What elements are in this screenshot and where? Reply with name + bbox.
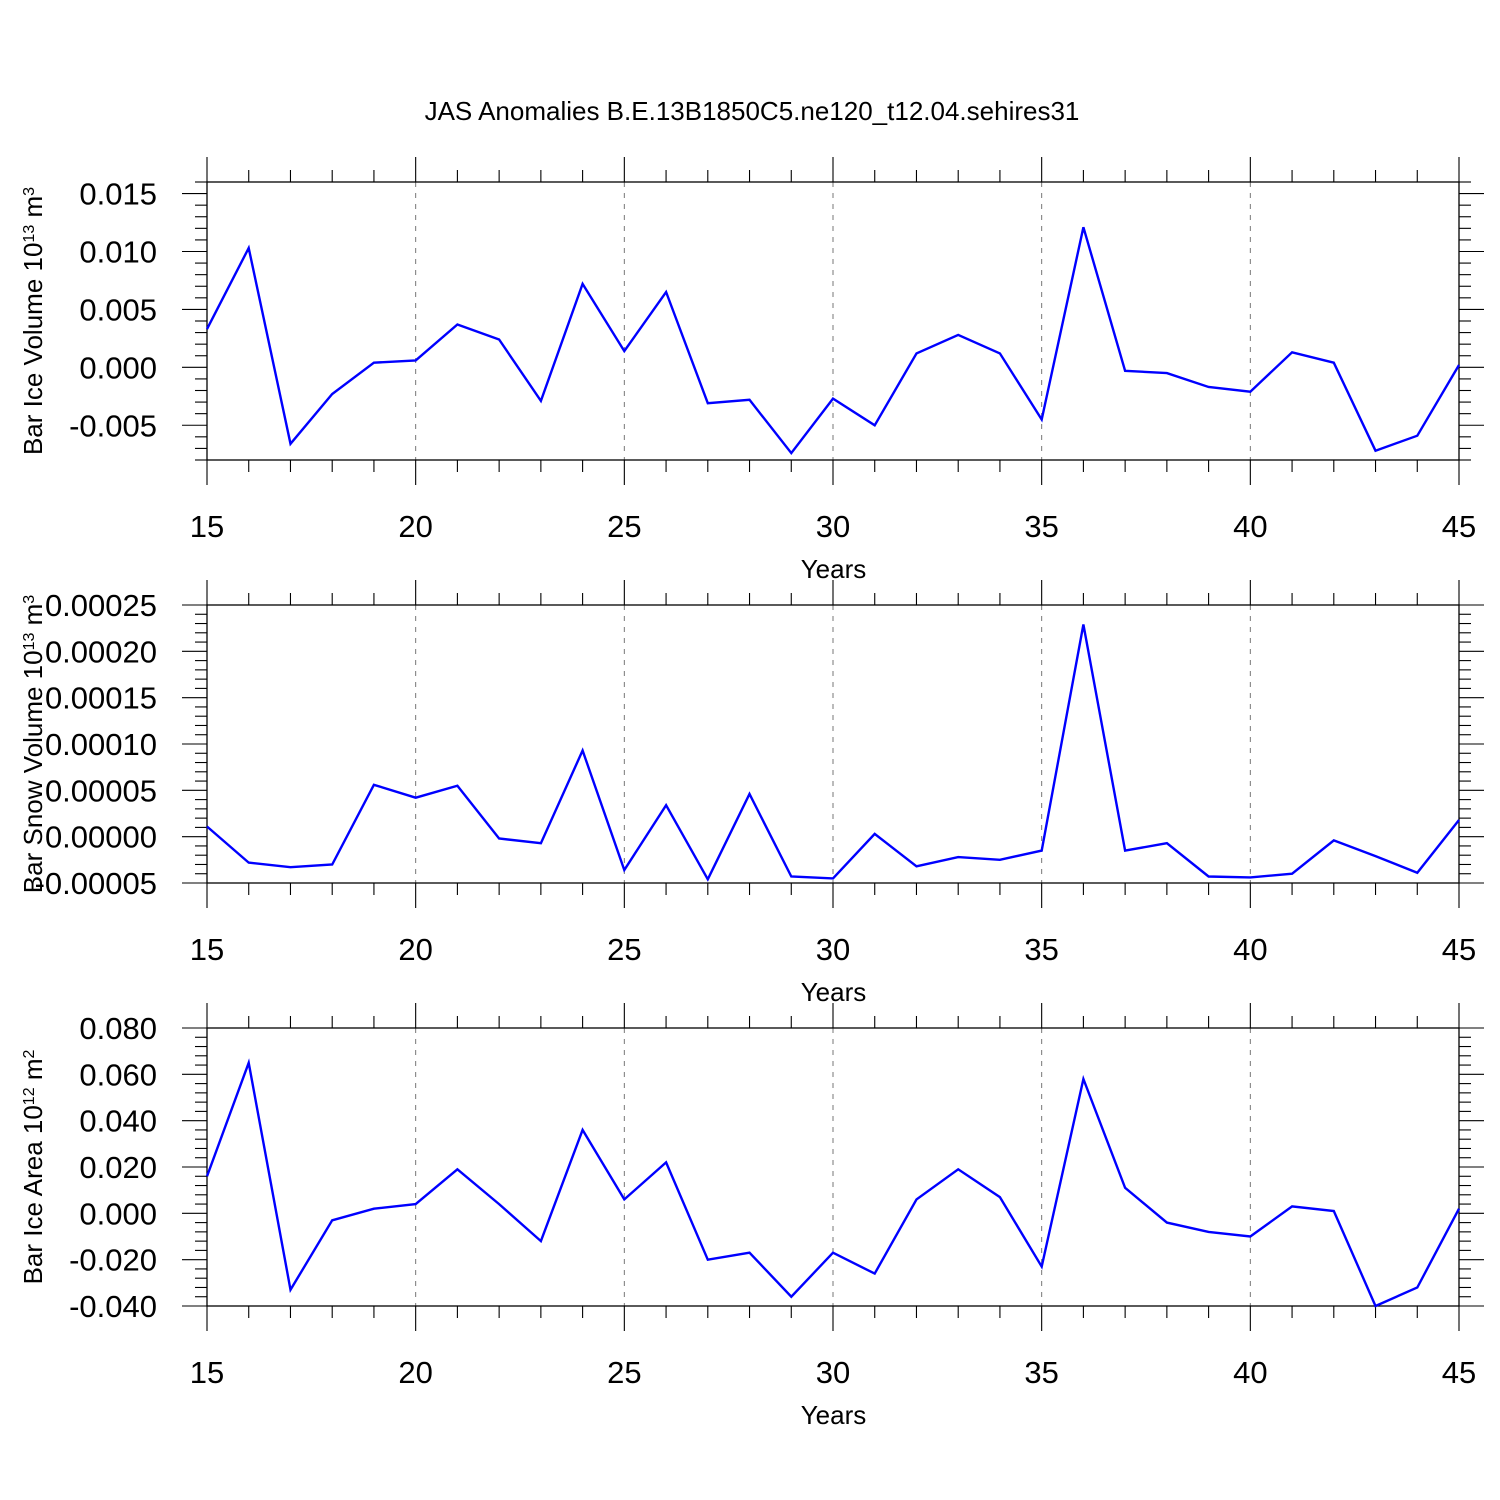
x-tick-label: 30 [816,1355,850,1390]
x-tick-label: 15 [190,932,224,967]
plot-frame [206,1027,1460,1307]
y-axis-title-exp: 13 [21,225,38,243]
x-tick-label: 20 [398,1355,432,1390]
y-tick-label: 0.00000 [45,820,157,855]
x-tick-label: 25 [607,932,641,967]
panels: 15 20 25 30 35 40 45 -0.005 0.000 0.005 0.010 0.015… [18,157,1484,1430]
y-tick-label: 0.00025 [45,588,157,623]
y-axis-title: Bar Ice Area 1012 m2 [18,1049,48,1284]
plot-frame [206,604,1460,884]
x-tick-label: 40 [1233,1355,1267,1390]
x-tick-label: 30 [816,509,850,544]
y-tick-label: 0.060 [79,1057,157,1092]
y-tick-label: 0.00020 [45,634,157,669]
x-tick-label: 40 [1233,509,1267,544]
y-tick-label: -0.020 [69,1243,157,1278]
y-axis-title-unit-exp: 3 [21,187,38,196]
x-tick-label: 45 [1442,932,1476,967]
x-tick-label: 20 [398,932,432,967]
y-axis-title: Bar Ice Volume 1013 m3 [18,187,48,455]
x-tick-label: 35 [1024,932,1058,967]
y-axis-title-main: Bar Snow Volume 10 [18,650,48,893]
y-axis-title-unit: m [18,604,48,633]
y-tick-label: 0.015 [79,177,157,212]
y-tick-label: -0.040 [69,1289,157,1324]
y-tick-label: 0.00005 [45,773,157,808]
y-axis-title-unit-exp: 2 [21,1049,38,1058]
y-tick-label: 0.010 [79,235,157,270]
y-axis-title: Bar Snow Volume 1013 m3 [18,595,48,894]
chart-panel-2: 15 20 25 30 35 40 45 -0.00005 0.00000 0.00005 0.00… [18,580,1484,1007]
y-tick-label: 0.00010 [45,727,157,762]
y-axis-title-exp: 12 [21,1087,38,1105]
y-axis-title-main: Bar Ice Area 10 [18,1105,48,1284]
y-tick-label: -0.00005 [35,866,157,901]
y-tick-label: 0.040 [79,1104,157,1139]
chart-title: JAS Anomalies B.E.13B1850C5.ne120_t12.04… [425,96,1080,126]
y-tick-label: 0.080 [79,1011,157,1046]
y-tick-label: 0.000 [79,1196,157,1231]
y-tick-label: 0.020 [79,1150,157,1185]
chart-panel-1: 15 20 25 30 35 40 45 -0.005 0.000 0.005 0.010 0.015… [18,157,1484,584]
y-tick-label: 0.005 [79,292,157,327]
x-tick-label: 15 [190,509,224,544]
x-tick-label: 20 [398,509,432,544]
x-tick-label: 30 [816,932,850,967]
x-axis-title: Years [801,977,867,1007]
y-tick-label: 0.00015 [45,681,157,716]
x-tick-label: 35 [1024,1355,1058,1390]
y-tick-label: -0.005 [69,408,157,443]
y-tick-label: 0.000 [79,350,157,385]
y-axis-title-unit: m [18,196,48,225]
y-axis-title-unit-exp: 3 [21,595,38,604]
x-tick-label: 45 [1442,1355,1476,1390]
chart-panel-3: 15 20 25 30 35 40 45 -0.040 -0.020 0.000 0.020 0.04… [18,1003,1484,1430]
y-axis-title-exp: 13 [21,632,38,650]
plot-frame [206,181,1460,461]
x-tick-label: 15 [190,1355,224,1390]
x-tick-label: 35 [1024,509,1058,544]
x-tick-label: 45 [1442,509,1476,544]
y-axis-title-unit: m [18,1058,48,1087]
x-tick-label: 25 [607,1355,641,1390]
x-tick-label: 40 [1233,932,1267,967]
x-axis-title: Years [801,554,867,584]
y-axis-title-main: Bar Ice Volume 10 [18,243,48,455]
x-tick-label: 25 [607,509,641,544]
x-axis-title: Years [801,1400,867,1430]
